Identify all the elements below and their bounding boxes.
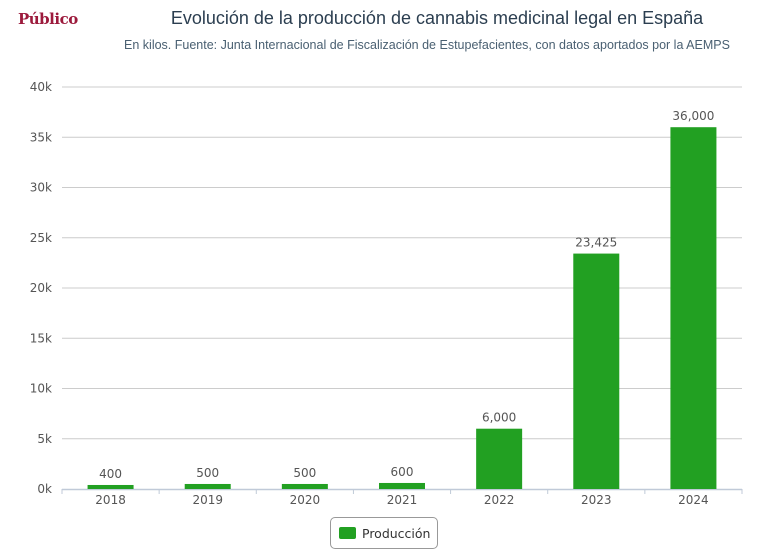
bar-2018	[87, 484, 134, 489]
data-label-2019: 500	[196, 466, 219, 480]
data-label-2018: 400	[99, 467, 122, 481]
bar-2022	[476, 428, 523, 489]
x-tick-label-2022: 2022	[484, 493, 515, 507]
y-tick-label: 25k	[30, 231, 52, 245]
publico-logo: Público	[18, 10, 78, 28]
bar-2019	[184, 483, 231, 489]
y-tick-label: 40k	[30, 80, 52, 94]
x-tick-label-2023: 2023	[581, 493, 612, 507]
bar-2021	[379, 482, 425, 489]
x-tick-label-2024: 2024	[678, 493, 709, 507]
data-label-2020: 500	[293, 466, 316, 480]
x-tick-label-2018: 2018	[95, 493, 126, 507]
chart-title: Evolución de la producción de cannabis m…	[170, 8, 704, 28]
data-label-2023: 23,425	[575, 236, 617, 250]
y-tick-label: 10k	[30, 382, 52, 396]
x-tick-label-2020: 2020	[290, 493, 321, 507]
data-label-2021: 600	[391, 465, 414, 479]
y-tick-label: 20k	[30, 281, 52, 295]
data-label-2024: 36,000	[672, 109, 714, 123]
legend-swatch	[339, 527, 356, 539]
x-tick-label-2021: 2021	[387, 493, 418, 507]
bar-2024	[670, 127, 717, 489]
y-tick-label: 0k	[37, 482, 52, 496]
data-label-2022: 6,000	[482, 411, 516, 425]
legend-item-produccion[interactable]: Producción	[330, 517, 438, 549]
legend-label: Producción	[362, 525, 431, 541]
bar-2023	[573, 253, 620, 489]
bar-2020	[281, 483, 328, 489]
y-tick-label: 15k	[30, 331, 52, 345]
y-tick-label: 35k	[30, 130, 52, 144]
x-tick-label-2019: 2019	[192, 493, 223, 507]
y-tick-label: 30k	[30, 181, 52, 195]
chart-subtitle: En kilos. Fuente: Junta Internacional de…	[124, 38, 730, 52]
y-tick-label: 5k	[37, 432, 52, 446]
